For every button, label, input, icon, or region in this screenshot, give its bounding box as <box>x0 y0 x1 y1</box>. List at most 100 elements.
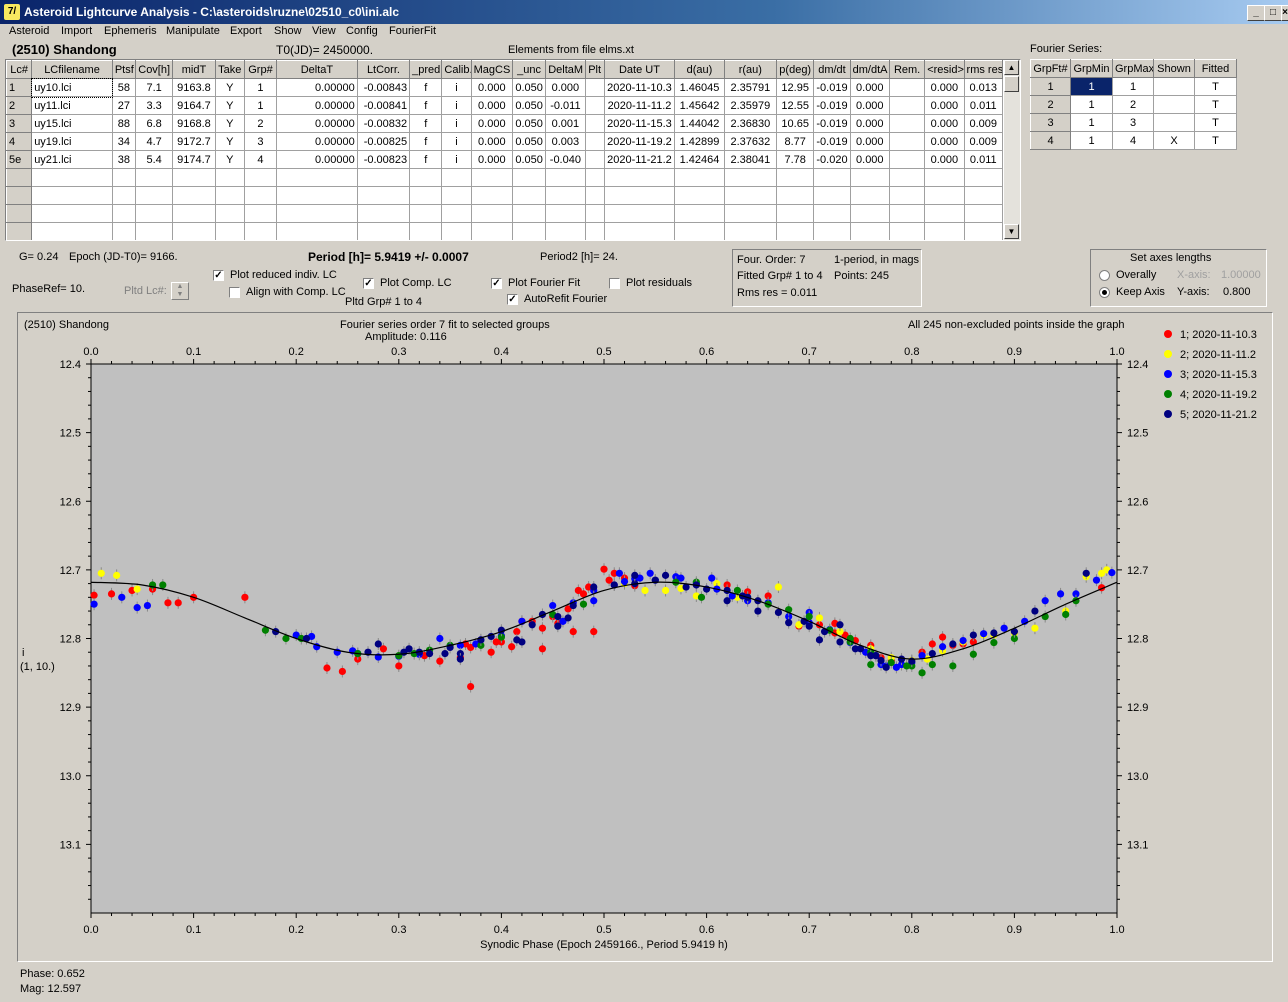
lc-col-header[interactable]: DeltaM <box>545 60 586 79</box>
table-cell[interactable]: 0.003 <box>545 132 586 151</box>
table-cell[interactable]: 0.050 <box>511 114 547 133</box>
align-comp-checkbox[interactable] <box>229 287 240 298</box>
lc-col-header[interactable]: DeltaT <box>276 60 358 79</box>
table-cell[interactable]: 1 <box>6 78 33 97</box>
lc-col-header[interactable]: Rem. <box>888 60 926 79</box>
table-cell[interactable]: 2.35979 <box>723 96 778 115</box>
table-cell[interactable]: 0.050 <box>511 132 547 151</box>
table-cell[interactable]: 2.38041 <box>723 150 778 169</box>
menu-show[interactable]: Show <box>274 25 302 37</box>
fourier-col-header[interactable]: GrpMax <box>1112 59 1154 78</box>
menu-config[interactable]: Config <box>346 25 378 37</box>
fourier-col-header[interactable]: Shown <box>1153 59 1195 78</box>
table-cell[interactable] <box>214 222 245 240</box>
table-cell[interactable]: 12.95 <box>776 78 815 97</box>
app-icon[interactable]: 7/ <box>4 4 20 20</box>
table-row[interactable]: 5e uy21.lci 38 5.4 9174.7 Y 4 0.00000 -0.00823 f i… <box>6 150 1004 169</box>
table-cell[interactable]: 9172.7 <box>172 132 216 151</box>
lc-col-header[interactable]: MagCS <box>470 60 513 79</box>
table-cell[interactable]: 1.42464 <box>674 150 725 169</box>
table-cell[interactable]: -0.020 <box>813 150 851 169</box>
table-cell[interactable]: 1 <box>1070 131 1113 150</box>
lc-col-header[interactable]: LtCorr. <box>356 60 411 79</box>
empty-row[interactable] <box>6 222 1004 240</box>
table-cell[interactable]: -0.019 <box>813 114 851 133</box>
table-cell[interactable]: 0.009 <box>963 114 1004 133</box>
table-cell[interactable]: 0.050 <box>511 150 547 169</box>
lc-col-header[interactable]: r(au) <box>723 60 778 79</box>
fourier-col-header[interactable]: GrpMin <box>1070 59 1113 78</box>
y-axis-value[interactable]: 0.800 <box>1223 286 1251 298</box>
table-cell[interactable] <box>888 222 926 240</box>
table-cell[interactable]: 2020-11-11.2 <box>603 96 676 115</box>
empty-row[interactable] <box>6 168 1004 187</box>
table-cell[interactable]: 2020-11-15.3 <box>603 114 676 133</box>
lc-col-header[interactable]: Grp# <box>243 60 278 79</box>
table-cell[interactable] <box>243 222 278 240</box>
lc-col-header[interactable]: LCfilename <box>31 60 113 79</box>
table-cell[interactable]: uy10.lci <box>30 77 114 98</box>
table-cell[interactable] <box>584 222 605 240</box>
table-cell[interactable] <box>545 222 586 240</box>
lc-col-header[interactable]: Date UT <box>603 60 676 79</box>
table-row[interactable]: 2 uy11.lci 27 3.3 9164.7 Y 1 0.00000 -0.00841 f i 0… <box>6 96 1004 115</box>
table-cell[interactable]: 2 <box>6 96 33 115</box>
table-cell[interactable] <box>6 186 33 205</box>
scroll-down-icon[interactable]: ▼ <box>1004 224 1019 239</box>
empty-row[interactable] <box>6 186 1004 205</box>
table-cell[interactable]: 10.65 <box>776 114 815 133</box>
scroll-up-icon[interactable]: ▲ <box>1004 60 1019 75</box>
close-button[interactable]: × <box>1281 5 1288 21</box>
table-cell[interactable]: -0.00823 <box>356 150 411 169</box>
table-cell[interactable] <box>776 222 815 240</box>
menu-import[interactable]: Import <box>61 25 93 37</box>
table-cell[interactable] <box>963 222 1004 240</box>
plot-reduced-checkbox[interactable]: ✓ <box>213 270 224 281</box>
table-cell[interactable]: 2.35791 <box>723 78 778 97</box>
plot-residuals-checkbox[interactable] <box>609 278 620 289</box>
table-cell[interactable]: 0.011 <box>963 150 1004 169</box>
lc-col-header[interactable]: midT <box>172 60 216 79</box>
table-cell[interactable]: 7.78 <box>776 150 815 169</box>
x-axis-value[interactable]: 1.00000 <box>1221 269 1261 281</box>
table-cell[interactable]: -0.00843 <box>356 78 411 97</box>
lc-col-header[interactable]: Lc# <box>6 60 33 79</box>
table-cell[interactable] <box>134 222 174 240</box>
table-cell[interactable]: 0.011 <box>963 96 1004 115</box>
table-cell[interactable]: 5.4 <box>134 150 174 169</box>
menu-manipulate[interactable]: Manipulate <box>166 25 220 37</box>
menu-export[interactable]: Export <box>230 25 262 37</box>
menu-view[interactable]: View <box>312 25 336 37</box>
table-cell[interactable]: 3 <box>6 114 33 133</box>
maximize-button[interactable]: □ <box>1264 5 1282 21</box>
plot-comp-checkbox[interactable]: ✓ <box>363 278 374 289</box>
pltd-lc-spinner[interactable]: ▲ ▼ <box>171 282 189 300</box>
table-cell[interactable]: 0.00000 <box>276 150 358 169</box>
table-cell[interactable]: 4 <box>1112 131 1154 150</box>
table-cell[interactable]: 0.000 <box>470 96 513 115</box>
table-cell[interactable]: 2020-11-21.2 <box>603 150 676 169</box>
table-cell[interactable]: 0.000 <box>470 114 513 133</box>
table-cell[interactable]: 0.000 <box>849 78 890 97</box>
table-cell[interactable]: 4 <box>1030 131 1071 150</box>
menu-asteroid[interactable]: Asteroid <box>9 25 50 37</box>
table-cell[interactable]: T <box>1194 131 1237 150</box>
table-cell[interactable]: 8.77 <box>776 132 815 151</box>
lc-col-header[interactable]: Calib. <box>441 60 472 79</box>
lc-col-header[interactable]: _pred. <box>409 60 443 79</box>
table-cell[interactable] <box>511 222 547 240</box>
table-cell[interactable]: 0.000 <box>849 150 890 169</box>
keep-axis-radio[interactable] <box>1099 287 1110 298</box>
plot-fourier-checkbox[interactable]: ✓ <box>491 278 502 289</box>
table-cell[interactable]: i <box>441 132 472 151</box>
table-cell[interactable]: 0.050 <box>511 96 547 115</box>
table-cell[interactable]: -0.019 <box>813 78 851 97</box>
lc-col-header[interactable]: dm/dt <box>813 60 851 79</box>
scroll-thumb[interactable] <box>1004 76 1019 92</box>
lc-col-header[interactable]: Cov[h] <box>134 60 174 79</box>
lc-table-scrollbar[interactable]: ▲ ▼ <box>1004 60 1020 240</box>
table-cell[interactable]: 3 <box>1030 113 1071 132</box>
menu-ephemeris[interactable]: Ephemeris <box>104 25 157 37</box>
